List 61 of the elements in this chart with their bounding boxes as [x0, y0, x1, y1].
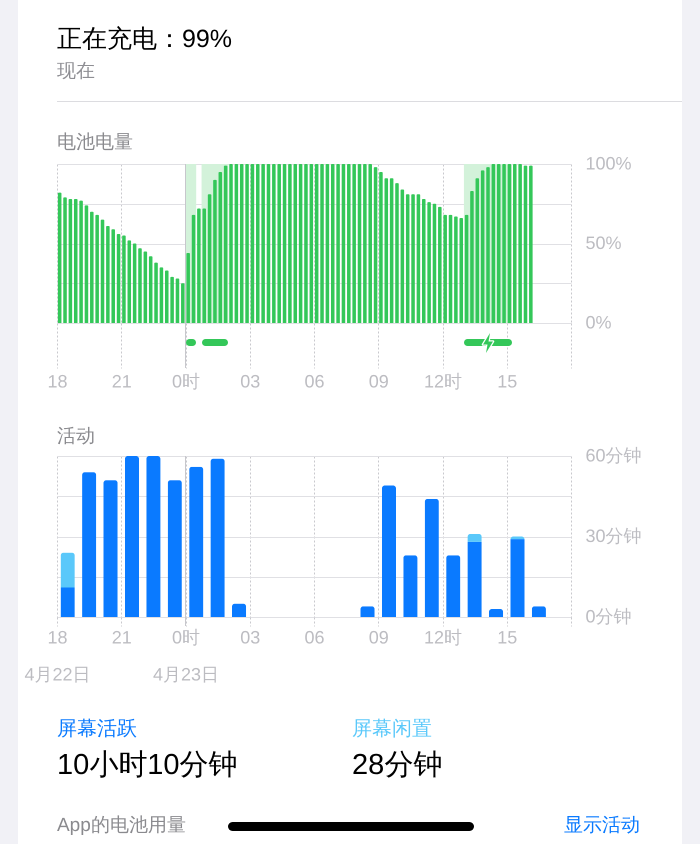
bar	[202, 208, 206, 323]
bar	[111, 229, 115, 323]
bar	[128, 240, 132, 323]
x-tick-label: 06	[304, 372, 325, 392]
y-tick-label: 60分钟	[586, 446, 642, 466]
text: 屏幕活跃	[57, 718, 137, 740]
x-tick-label: 03	[240, 628, 260, 648]
bar	[256, 164, 260, 323]
x-tick-label: 03	[240, 372, 260, 392]
bar	[148, 256, 152, 323]
bar	[438, 206, 442, 323]
y-tick-label: 50%	[586, 233, 622, 253]
bar	[58, 192, 62, 323]
bar	[368, 164, 372, 323]
x-tick-label: 15	[497, 628, 518, 648]
bar	[496, 164, 500, 323]
x-tick-label: 09	[368, 628, 389, 648]
x-tick-label: 21	[112, 628, 132, 648]
x-tick-label: 0时	[172, 628, 200, 648]
x-tick-label: 12时	[424, 372, 462, 392]
x2-tick-label: 4月22日	[24, 664, 91, 684]
bar	[218, 172, 222, 323]
bar	[330, 164, 335, 323]
text: 10小时10分钟	[57, 749, 238, 781]
bar	[384, 178, 388, 323]
bar	[74, 198, 78, 323]
x-tick-label: 0时	[172, 372, 200, 392]
bar	[476, 178, 480, 323]
y-tick-label: 30分钟	[586, 526, 642, 546]
text: 正在充电：99%	[57, 25, 232, 53]
text: App的电池用量	[57, 815, 186, 836]
y-tick-label: 0%	[586, 312, 612, 332]
text: 显示活动	[564, 815, 640, 836]
bar	[181, 283, 185, 323]
bar	[443, 214, 447, 323]
x-tick-label: 18	[47, 372, 68, 392]
x-tick-label: 15	[497, 372, 518, 392]
chart-title: 电池电量	[57, 132, 133, 153]
bar	[513, 164, 517, 323]
x-tick-label: 12时	[424, 628, 462, 648]
bar	[277, 164, 281, 323]
x-tick-label: 18	[47, 628, 68, 648]
bar	[347, 164, 351, 323]
bar	[240, 164, 244, 323]
bar	[459, 218, 464, 323]
text: 屏幕闲置	[352, 718, 432, 740]
bar	[90, 212, 94, 323]
y-tick-label: 100%	[586, 154, 632, 174]
x-tick-label: 21	[112, 372, 132, 392]
bar	[422, 198, 426, 323]
text: 现在	[57, 61, 95, 82]
x-tick-label: 06	[304, 628, 325, 648]
bar	[293, 164, 298, 323]
x-tick-label: 09	[368, 372, 389, 392]
bar	[186, 253, 190, 323]
x2-tick-label: 4月23日	[152, 664, 220, 684]
y-tick-label: 0分钟	[586, 606, 632, 626]
chart-title: 活动	[57, 426, 95, 447]
bar	[406, 194, 410, 323]
bar	[164, 270, 169, 323]
text: 28分钟	[352, 749, 442, 781]
